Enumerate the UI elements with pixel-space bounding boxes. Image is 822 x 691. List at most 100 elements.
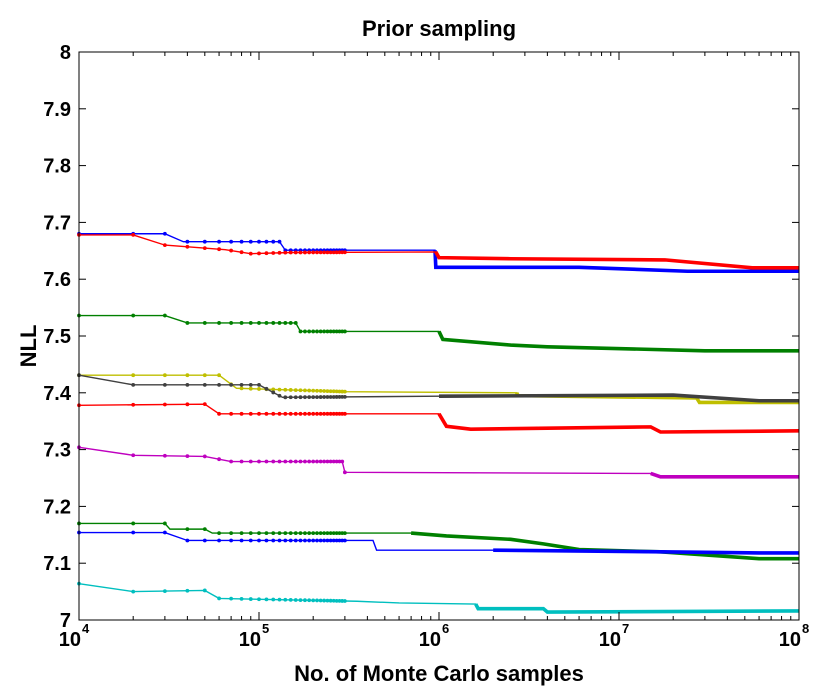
data-point [325, 395, 330, 399]
data-point [185, 382, 190, 387]
data-point [298, 250, 303, 255]
data-point [288, 395, 293, 400]
series-dense-tail [493, 548, 799, 555]
data-point [293, 250, 298, 255]
data-point [283, 538, 288, 543]
data-point [277, 538, 282, 543]
data-point [340, 531, 345, 535]
data-point [322, 538, 327, 543]
data-point [283, 387, 288, 392]
data-point [131, 521, 136, 526]
data-point [342, 531, 347, 535]
data-point [303, 598, 307, 603]
series-layer [77, 231, 800, 614]
data-point [293, 388, 298, 393]
data-point [311, 329, 316, 334]
data-point [257, 538, 261, 543]
data-point [322, 459, 327, 464]
data-point [248, 321, 253, 325]
data-point [283, 395, 288, 400]
data-point [162, 243, 167, 248]
data-point [257, 382, 261, 387]
data-point [311, 459, 316, 464]
data-point [229, 239, 234, 244]
data-point [217, 373, 221, 378]
x-tick-label: 104 [59, 621, 90, 651]
data-point [293, 321, 298, 325]
data-point [337, 389, 342, 394]
y-tick-label: 7.9 [43, 99, 71, 121]
x-tick-base: 10 [59, 629, 81, 651]
data-point [293, 538, 298, 543]
series-dense-tail [410, 531, 799, 561]
data-point [307, 388, 312, 393]
data-point [334, 395, 339, 399]
data-point [257, 387, 261, 391]
data-point [162, 521, 167, 526]
data-point [288, 388, 293, 392]
data-point [185, 454, 190, 459]
data-point [131, 233, 136, 237]
data-point [307, 598, 312, 603]
data-point [298, 538, 303, 543]
data-point [334, 459, 339, 464]
series-blue-top [77, 231, 799, 274]
series-red-top [77, 233, 799, 270]
data-point [334, 329, 339, 334]
data-point [229, 411, 234, 416]
y-tick-label: 7.7 [43, 212, 71, 234]
x-tick-exponent: 5 [262, 621, 269, 636]
data-point [331, 598, 336, 603]
data-point [303, 250, 307, 255]
data-point [325, 389, 330, 394]
data-point [307, 411, 312, 416]
data-point [217, 247, 221, 252]
data-point [318, 538, 323, 543]
series-dense-tail [434, 251, 799, 270]
data-point [248, 251, 253, 256]
data-point [315, 388, 319, 393]
x-tick-exponent: 7 [622, 621, 629, 636]
data-point [334, 250, 339, 255]
data-point [277, 531, 282, 535]
data-point [277, 459, 282, 464]
data-point [328, 329, 333, 334]
x-tick-base: 10 [599, 629, 621, 651]
data-point [257, 251, 261, 256]
series-dense-tail [437, 330, 799, 353]
series-green-upper [77, 313, 799, 353]
data-point [248, 597, 253, 601]
data-point [185, 402, 190, 407]
data-point [325, 411, 330, 416]
series-dark-gray [77, 373, 799, 403]
data-point [257, 597, 261, 602]
data-point [322, 250, 327, 255]
series-dense-tail [438, 393, 799, 403]
data-point [277, 321, 282, 325]
data-point [239, 531, 244, 535]
data-point [303, 395, 307, 400]
x-tick-base: 10 [239, 629, 261, 651]
data-point [239, 459, 244, 464]
data-point [334, 538, 339, 543]
data-point [325, 598, 330, 603]
x-tick-label: 108 [779, 621, 809, 651]
data-point [315, 531, 319, 535]
data-point [239, 321, 244, 325]
data-point [322, 411, 327, 416]
data-point [298, 388, 303, 393]
data-point [271, 531, 276, 535]
series-red-middle [77, 402, 800, 434]
data-point [315, 411, 319, 416]
data-point [322, 598, 327, 603]
data-point [331, 411, 336, 416]
data-point [248, 531, 253, 535]
data-point [337, 531, 342, 535]
data-point [131, 313, 136, 318]
data-point [271, 538, 276, 543]
data-point [202, 454, 207, 459]
data-point [322, 531, 327, 535]
data-point [303, 388, 307, 393]
data-point [277, 239, 282, 244]
data-point [202, 402, 207, 407]
